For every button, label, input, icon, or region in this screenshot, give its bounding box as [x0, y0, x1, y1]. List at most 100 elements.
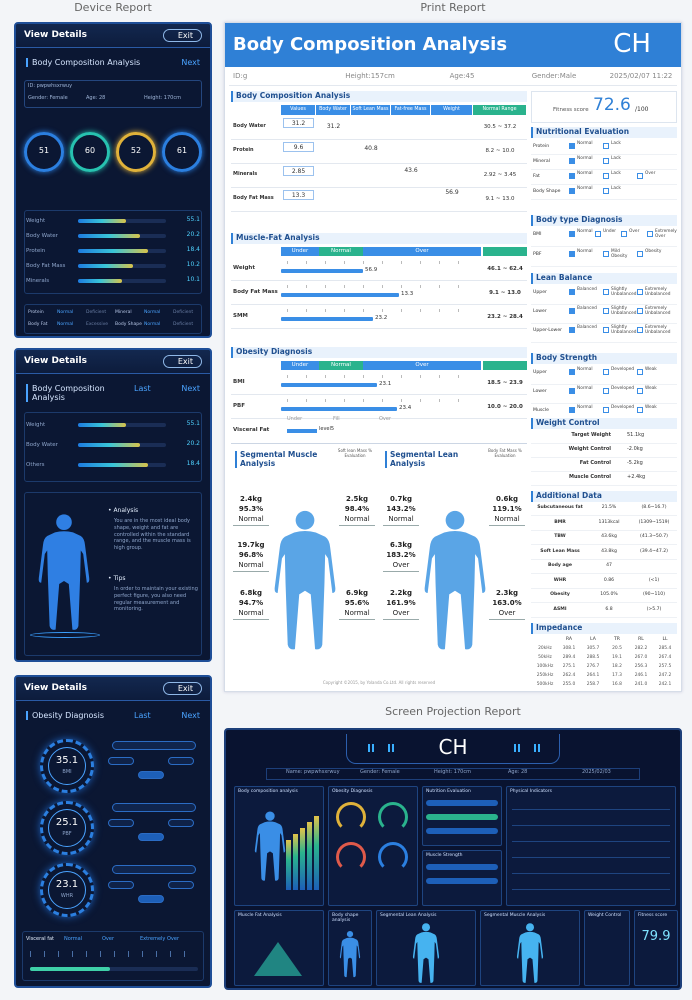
scale-header: Under — [281, 361, 319, 370]
screen-triangle — [254, 942, 302, 976]
checkbox — [603, 289, 609, 295]
row-rule — [531, 403, 677, 404]
checkbox — [603, 308, 609, 314]
impedance-cell: 267.4 — [658, 655, 672, 660]
chevrons-right — [514, 744, 540, 752]
row-label: Protein — [533, 144, 550, 149]
row-rule — [531, 515, 677, 516]
gauge-ring — [40, 739, 94, 793]
impedance-cell: 276.7 — [586, 664, 600, 669]
row-label: Protein — [233, 147, 254, 153]
last-button[interactable]: Last — [134, 711, 151, 720]
data-cell: 43.6kg — [601, 534, 617, 539]
row-rule — [531, 323, 677, 324]
next-button[interactable]: Next — [181, 711, 200, 720]
segment-kg: 6.9kg — [345, 589, 369, 597]
option-label: Mild Obesity — [611, 249, 628, 259]
range-segment — [108, 819, 134, 827]
checkbox — [637, 388, 643, 394]
scale-header: Normal — [319, 247, 363, 256]
row-rule — [531, 246, 677, 247]
data-cell: BMR — [554, 519, 566, 525]
checkbox — [569, 369, 575, 375]
scale-tick — [439, 399, 440, 402]
view-details: View Details — [24, 30, 87, 40]
tag: Excessive — [86, 322, 109, 327]
checkbox — [603, 407, 609, 413]
option-label: Normal — [577, 249, 593, 254]
screen-panel-title: Obesity Diagnosis — [332, 789, 373, 794]
gauge-value: 51 — [38, 146, 50, 155]
segment-legend: Body Fat Mass % Evaluation — [488, 448, 522, 458]
scale-tick — [420, 285, 421, 288]
next-button[interactable]: Next — [181, 384, 200, 393]
scale-tick — [184, 951, 185, 957]
scale-tick — [401, 309, 402, 312]
scale-tick — [420, 399, 421, 402]
checkbox — [637, 308, 643, 314]
segment-eval: Over — [498, 609, 516, 617]
impedance-cell: 257.5 — [658, 664, 672, 669]
checkbox — [603, 188, 609, 194]
tag: Body Fat — [28, 322, 48, 327]
scale-tick — [156, 951, 157, 957]
option-label: Over — [629, 229, 640, 234]
segment-kg: 2.4kg — [239, 495, 263, 503]
last-button[interactable]: Last — [134, 384, 151, 393]
value-cell: 9.6 — [283, 142, 314, 152]
scale-tick — [325, 261, 326, 264]
section-title: Obesity Diagnosis — [236, 347, 313, 356]
table-header: Values — [281, 105, 315, 115]
row-label: Body Fat Mass — [233, 289, 278, 295]
next-button[interactable]: Next — [181, 58, 200, 67]
checkbox — [569, 289, 575, 295]
segment-rule — [489, 619, 525, 620]
body-figure — [424, 510, 486, 650]
row-rule — [531, 544, 677, 545]
scale-tick — [458, 375, 459, 378]
screen-row — [512, 834, 670, 842]
impedance-cell: 255.0 — [562, 682, 576, 687]
row-rule — [531, 587, 677, 589]
gauge-value: 35.1 — [55, 755, 79, 766]
segment-pct: 98.4% — [344, 505, 370, 513]
panel-title: Body Composition Analysis — [26, 384, 126, 403]
segment-kg: 2.3kg — [495, 589, 519, 597]
row-label: Visceral Fat — [233, 427, 270, 433]
impedance-cell: 250kHz — [536, 673, 554, 678]
option-label: Obesity — [645, 249, 662, 254]
screen-panel — [634, 910, 678, 986]
row-rule — [231, 139, 527, 140]
checkbox — [647, 231, 653, 237]
row-value: +2.4kg — [627, 474, 646, 480]
segment-rule — [339, 525, 375, 526]
table-header: Normal Range — [473, 105, 526, 115]
exit-button[interactable]: Exit — [162, 29, 202, 43]
data-cell: Body age — [547, 563, 573, 568]
option-label: Developed — [611, 367, 635, 372]
exit-button[interactable]: Exit — [162, 355, 202, 369]
impedance-cell: 246.1 — [634, 673, 648, 678]
segment-rule — [233, 525, 269, 526]
info-text: Age: 28 — [508, 769, 528, 775]
row-label: Fat — [533, 174, 540, 179]
section-title-bar — [231, 233, 527, 244]
row-rule — [531, 443, 677, 444]
screen-score: 79.9 — [641, 929, 671, 944]
data-cell: 6.8 — [605, 606, 613, 612]
row-rule — [531, 199, 677, 200]
value-bar — [281, 407, 397, 411]
info-box — [24, 80, 202, 108]
scale-tick — [142, 951, 143, 957]
checkbox — [621, 231, 627, 237]
row-label: Lower — [533, 309, 547, 314]
exit-button[interactable]: Exit — [162, 682, 202, 696]
range-segment — [108, 757, 134, 765]
body-figure — [254, 811, 286, 881]
data-cell: Soft Lean Mass — [540, 548, 580, 554]
data-cell: Subcutaneous fat — [537, 505, 583, 510]
segment-pct: 119.1% — [492, 505, 522, 513]
segment-rule — [233, 619, 269, 620]
scale-tick — [306, 309, 307, 312]
